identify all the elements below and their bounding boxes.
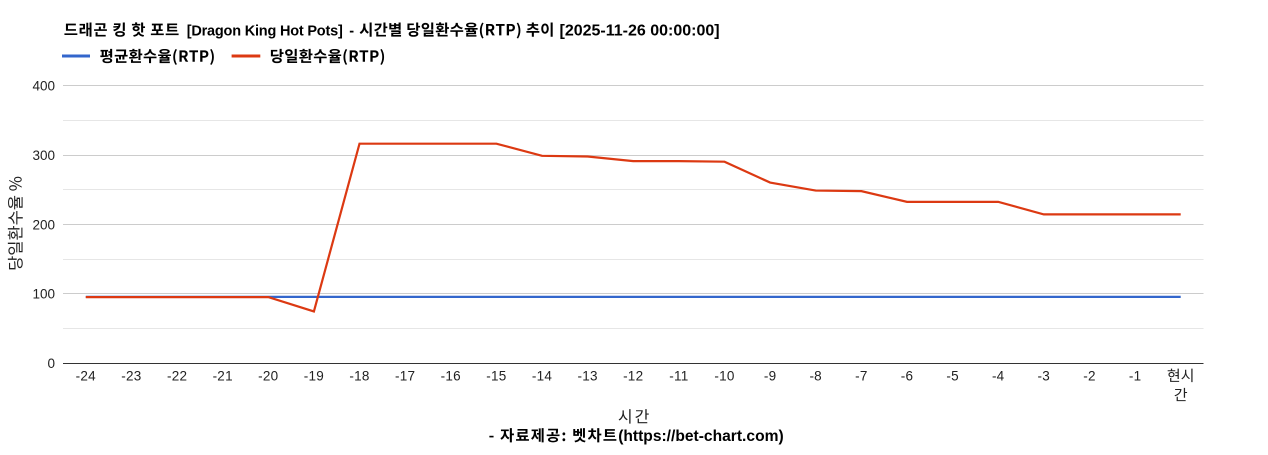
- svg-text:(https://bet-chart.com): (https://bet-chart.com): [618, 428, 783, 445]
- svg-text:-3: -3: [1038, 368, 1051, 383]
- svg-text:-20: -20: [258, 368, 278, 383]
- svg-text:-18: -18: [349, 368, 369, 383]
- svg-text:-24: -24: [76, 368, 97, 383]
- svg-text:-23: -23: [121, 368, 141, 383]
- svg-text:-: -: [349, 23, 354, 39]
- svg-text:-1: -1: [1129, 368, 1142, 383]
- svg-text:-15: -15: [486, 368, 506, 383]
- svg-text:-16: -16: [441, 368, 461, 383]
- svg-text:-7: -7: [855, 368, 868, 383]
- svg-text:-6: -6: [901, 368, 914, 383]
- svg-text:200: 200: [32, 217, 55, 232]
- svg-text:-4: -4: [992, 368, 1005, 383]
- svg-text:0: 0: [47, 356, 55, 371]
- svg-text:-8: -8: [809, 368, 822, 383]
- svg-text:-14: -14: [532, 368, 553, 383]
- svg-text:-21: -21: [213, 368, 233, 383]
- svg-text:-9: -9: [764, 368, 777, 383]
- svg-text:300: 300: [32, 148, 55, 163]
- svg-text:-17: -17: [395, 368, 415, 383]
- svg-text:-13: -13: [577, 368, 597, 383]
- svg-text:-2: -2: [1083, 368, 1096, 383]
- svg-text:-19: -19: [304, 368, 324, 383]
- svg-text:-5: -5: [946, 368, 959, 383]
- svg-text:[Dragon King Hot Pots]: [Dragon King Hot Pots]: [187, 23, 343, 39]
- svg-text:-11: -11: [669, 368, 688, 383]
- svg-text:400: 400: [32, 79, 55, 94]
- svg-text:-22: -22: [167, 368, 187, 383]
- svg-text:100: 100: [32, 287, 55, 302]
- svg-text:-10: -10: [714, 368, 734, 383]
- svg-text:-12: -12: [623, 368, 643, 383]
- svg-text:[2025-11-26 00:00:00]: [2025-11-26 00:00:00]: [560, 22, 720, 39]
